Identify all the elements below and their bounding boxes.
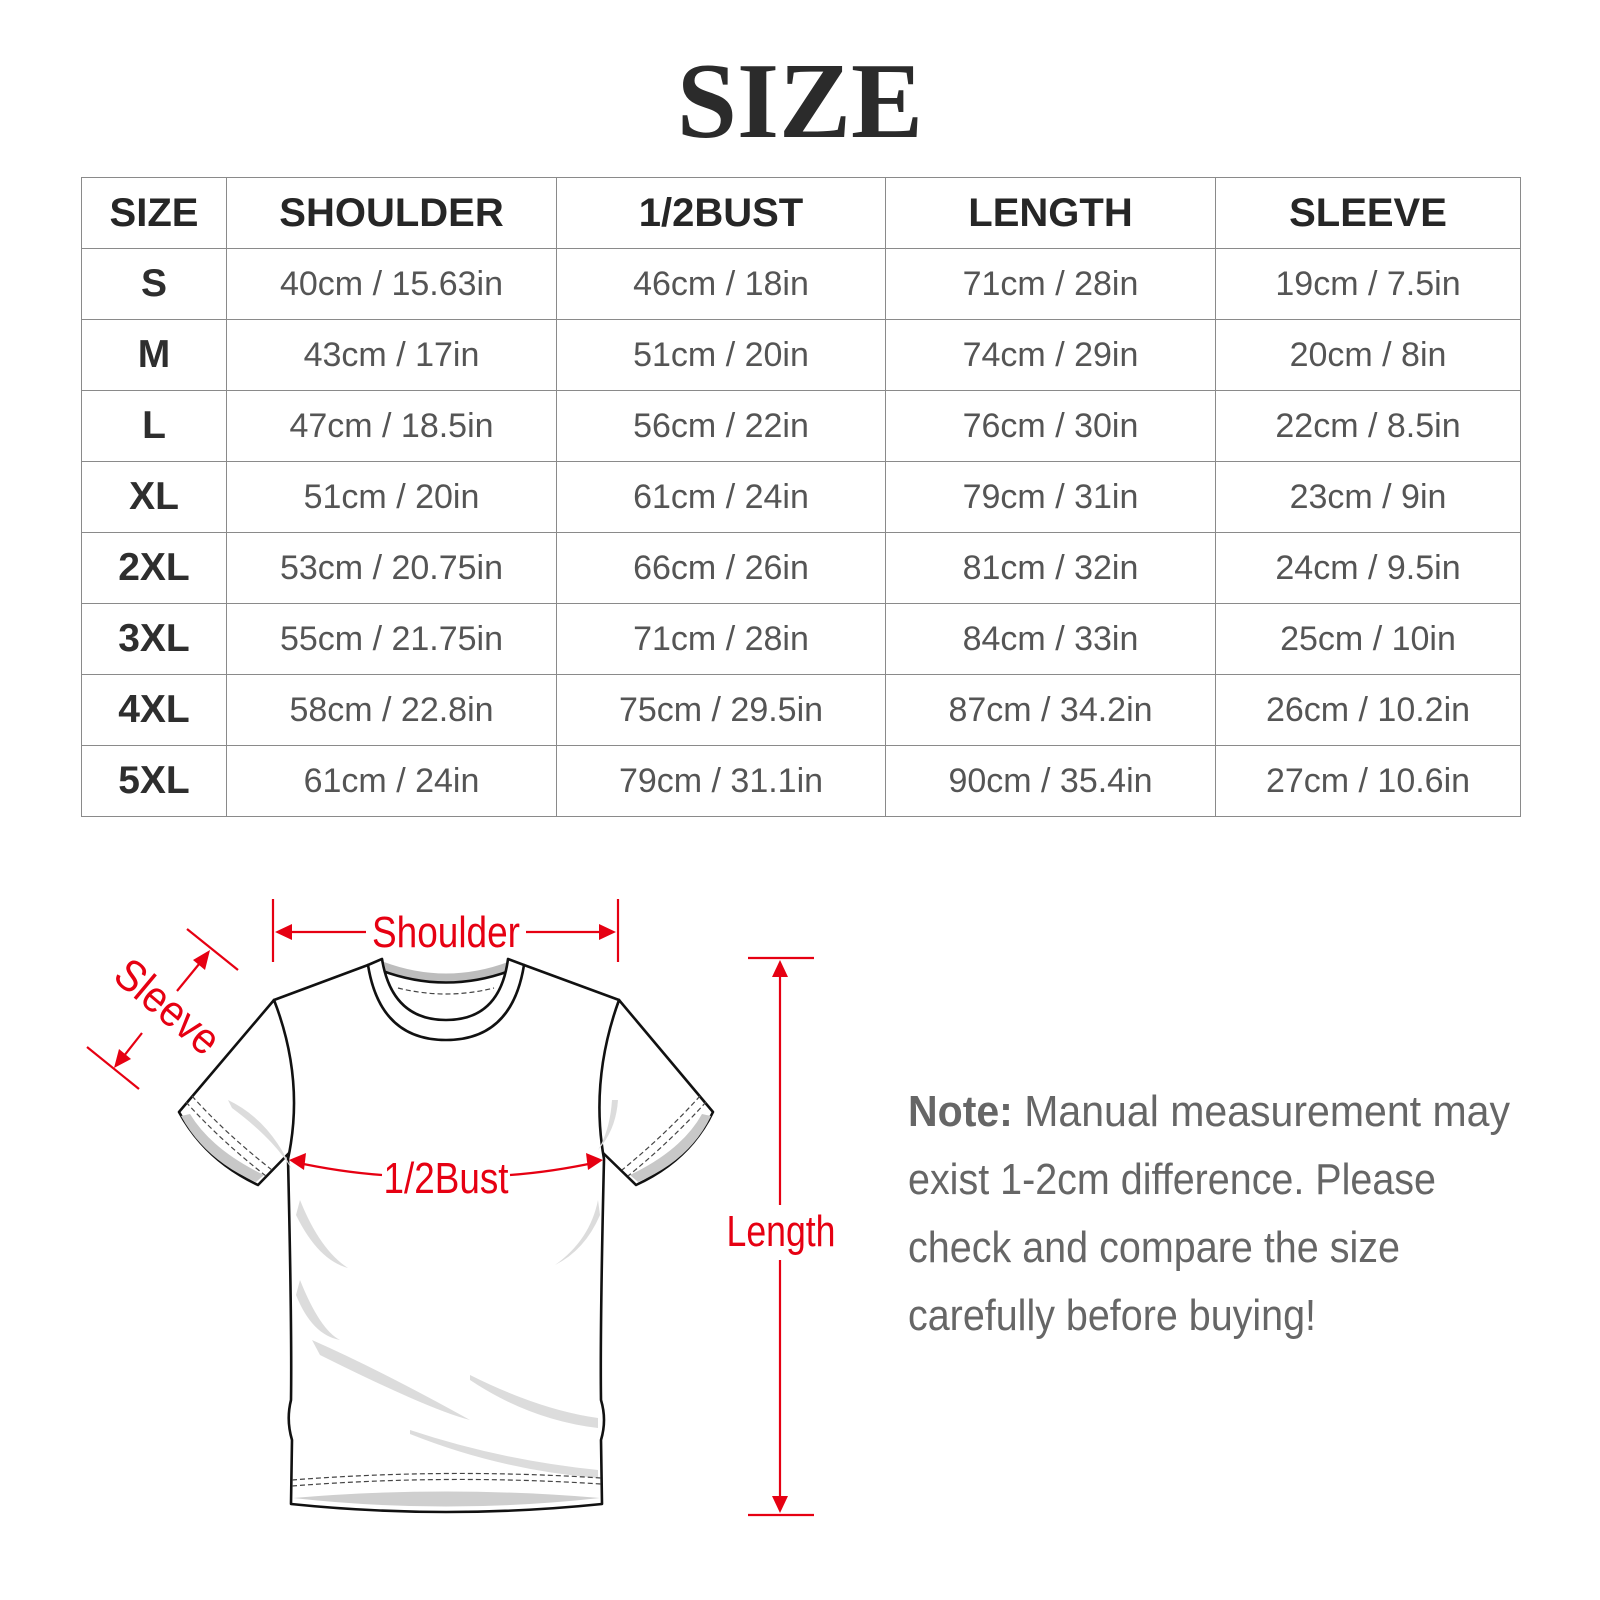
header-sleeve: SLEEVE — [1215, 177, 1521, 249]
note-line: exist 1-2cm difference. Please — [908, 1155, 1436, 1204]
cell-length: 76cm / 30in — [885, 390, 1216, 462]
table-row: L 47cm / 18.5in 56cm / 22in 76cm / 30in 22cm… — [81, 390, 1521, 462]
bust-label: 1/2Bust — [384, 1154, 509, 1203]
table-row: 4XL 58cm / 22.8in 75cm / 29.5in 87cm / 34.2… — [81, 674, 1521, 746]
cell-shoulder: 51cm / 20in — [226, 461, 557, 533]
cell-half-bust: 61cm / 24in — [556, 461, 886, 533]
arrow-up-icon — [193, 950, 210, 970]
cell-half-bust: 75cm / 29.5in — [556, 674, 886, 746]
table-header-row: SIZE SHOULDER 1/2BUST LENGTH SLEEVE — [81, 177, 1521, 249]
cell-half-bust: 56cm / 22in — [556, 390, 886, 462]
shoulder-label: Shoulder — [372, 908, 520, 957]
cell-half-bust: 46cm / 18in — [556, 248, 886, 320]
shoulder-measurement: Shoulder — [271, 899, 620, 962]
cell-shoulder: 58cm / 22.8in — [226, 674, 557, 746]
arrow-left-icon — [289, 1153, 306, 1170]
cell-sleeve: 25cm / 10in — [1215, 603, 1521, 675]
header-half-bust: 1/2BUST — [556, 177, 886, 249]
cell-sleeve: 27cm / 10.6in — [1215, 745, 1521, 817]
cell-size: S — [81, 248, 227, 320]
length-label: Length — [727, 1207, 836, 1256]
cell-shoulder: 53cm / 20.75in — [226, 532, 557, 604]
cell-half-bust: 66cm / 26in — [556, 532, 886, 604]
cell-sleeve: 20cm / 8in — [1215, 319, 1521, 391]
cell-half-bust: 51cm / 20in — [556, 319, 886, 391]
cell-shoulder: 40cm / 15.63in — [226, 248, 557, 320]
table-row: S 40cm / 15.63in 46cm / 18in 71cm / 28in 19c… — [81, 248, 1521, 320]
note-line: check and compare the size — [908, 1223, 1400, 1272]
measurement-note: Note: Manual measurement may exist 1-2cm… — [908, 1087, 1510, 1340]
cell-half-bust: 79cm / 31.1in — [556, 745, 886, 817]
length-measurement: Length — [727, 956, 836, 1517]
cell-length: 74cm / 29in — [885, 319, 1216, 391]
cell-sleeve: 22cm / 8.5in — [1215, 390, 1521, 462]
cell-shoulder: 43cm / 17in — [226, 319, 557, 391]
cell-size: 5XL — [81, 745, 227, 817]
arrow-down-icon — [114, 1049, 131, 1068]
page-title: SIZE — [676, 42, 924, 161]
table-row: 3XL 55cm / 21.75in 71cm / 28in 84cm / 33in 2… — [81, 603, 1521, 675]
cell-size: M — [81, 319, 227, 391]
cell-length: 81cm / 32in — [885, 532, 1216, 604]
cell-sleeve: 26cm / 10.2in — [1215, 674, 1521, 746]
note-label: Note: — [908, 1087, 1013, 1136]
table-row: XL 51cm / 20in 61cm / 24in 79cm / 31in 23cm … — [81, 461, 1521, 533]
sleeve-label: Sleeve — [105, 949, 230, 1065]
cell-shoulder: 61cm / 24in — [226, 745, 557, 817]
table-row: M 43cm / 17in 51cm / 20in 74cm / 29in 20cm /… — [81, 319, 1521, 391]
arrow-left-icon — [275, 924, 292, 940]
size-chart-table: SIZE SHOULDER 1/2BUST LENGTH SLEEVE S 40c… — [81, 177, 1521, 817]
note-line: carefully before buying! — [908, 1291, 1316, 1340]
cell-size: L — [81, 390, 227, 462]
cell-sleeve: 24cm / 9.5in — [1215, 532, 1521, 604]
cell-sleeve: 19cm / 7.5in — [1215, 248, 1521, 320]
sleeve-measurement: Sleeve — [86, 928, 239, 1090]
note-line: Note: Manual measurement may — [908, 1087, 1510, 1136]
header-length: LENGTH — [885, 177, 1216, 249]
header-size: SIZE — [81, 177, 227, 249]
bust-measurement: 1/2Bust — [289, 1153, 603, 1203]
tshirt-illustration — [177, 957, 715, 1514]
cell-size: XL — [81, 461, 227, 533]
cell-half-bust: 71cm / 28in — [556, 603, 886, 675]
cell-sleeve: 23cm / 9in — [1215, 461, 1521, 533]
arrow-right-icon — [599, 924, 616, 940]
cell-length: 90cm / 35.4in — [885, 745, 1216, 817]
cell-shoulder: 55cm / 21.75in — [226, 603, 557, 675]
cell-length: 71cm / 28in — [885, 248, 1216, 320]
arrow-down-icon — [772, 1496, 788, 1513]
arrow-up-icon — [772, 960, 788, 977]
arrow-right-icon — [586, 1153, 603, 1170]
table-row: 2XL 53cm / 20.75in 66cm / 26in 81cm / 32in 2… — [81, 532, 1521, 604]
table-row: 5XL 61cm / 24in 79cm / 31.1in 90cm / 35.4in… — [81, 745, 1521, 817]
cell-length: 84cm / 33in — [885, 603, 1216, 675]
cell-size: 4XL — [81, 674, 227, 746]
cell-size: 3XL — [81, 603, 227, 675]
